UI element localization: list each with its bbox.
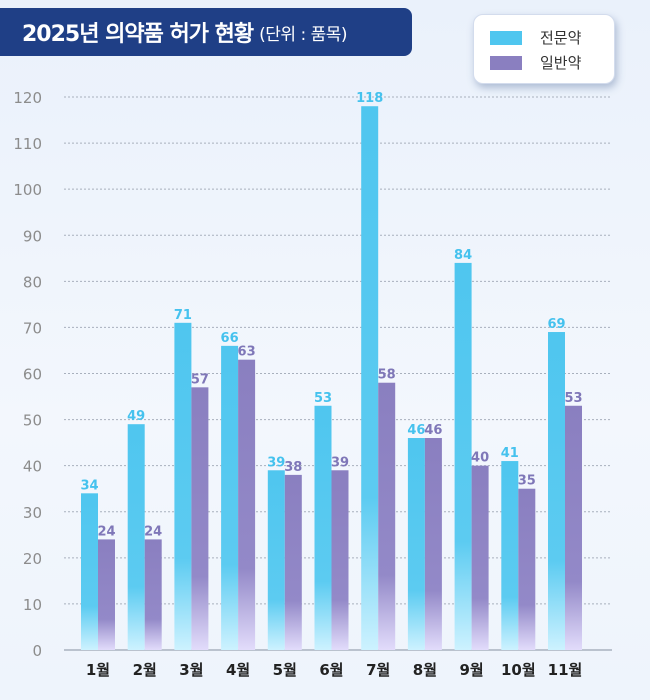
bar-prescription <box>127 424 145 650</box>
bar-otc <box>284 474 302 650</box>
bar-prescription <box>174 322 192 650</box>
y-tick-label: 110 <box>13 135 42 153</box>
legend: 전문약 일반약 <box>473 14 615 84</box>
bar-prescription <box>454 262 472 650</box>
y-tick-label: 100 <box>13 181 42 199</box>
bar-prescription <box>221 345 239 650</box>
y-tick-label: 60 <box>23 366 42 384</box>
data-label-prescription: 41 <box>501 446 519 461</box>
bar-otc <box>331 470 349 650</box>
data-label-prescription: 118 <box>356 91 383 106</box>
data-label-otc: 35 <box>518 474 536 489</box>
x-tick-label: 3월 <box>179 661 203 679</box>
y-tick-label: 120 <box>13 89 42 107</box>
legend-label-otc: 일반약 <box>540 54 582 72</box>
data-label-prescription: 34 <box>80 478 98 493</box>
data-label-otc: 63 <box>238 345 256 360</box>
data-label-prescription: 66 <box>221 331 239 346</box>
legend-item-prescription: 전문약 <box>490 27 581 48</box>
legend-swatch-otc <box>490 55 522 70</box>
data-label-otc: 39 <box>331 455 349 470</box>
legend-swatch-prescription <box>490 30 522 45</box>
bar-otc <box>98 539 115 650</box>
bar-prescription <box>501 461 519 650</box>
x-tick-label: 11월 <box>548 661 583 679</box>
legend-label-prescription: 전문약 <box>540 29 582 47</box>
data-label-otc: 24 <box>144 524 162 539</box>
bar-otc <box>144 539 162 650</box>
data-label-otc: 38 <box>284 460 302 475</box>
bar-otc <box>238 359 256 650</box>
y-tick-label: 40 <box>23 458 42 476</box>
legend-item-otc: 일반약 <box>490 52 581 73</box>
data-label-otc: 58 <box>378 368 396 383</box>
y-tick-label: 30 <box>23 504 42 522</box>
data-label-prescription: 69 <box>547 317 565 332</box>
y-tick-label: 0 <box>32 642 42 660</box>
data-label-prescription: 84 <box>454 248 472 263</box>
y-tick-label: 90 <box>23 227 42 245</box>
bar-prescription <box>81 493 98 650</box>
bar-otc <box>378 382 396 650</box>
bar-prescription <box>314 405 332 650</box>
data-label-otc: 57 <box>191 372 209 387</box>
bar-otc <box>191 387 209 650</box>
data-label-prescription: 49 <box>127 409 145 424</box>
chart-title: 2025년 의약품 허가 현황 <box>22 22 254 47</box>
data-label-prescription: 39 <box>267 455 285 470</box>
bar-otc <box>424 438 442 650</box>
data-label-otc: 40 <box>471 451 489 466</box>
x-tick-label: 8월 <box>413 661 437 679</box>
bar-prescription <box>361 106 379 650</box>
y-axis: 0 10 20 30 40 50 60 70 80 90 100 110 120 <box>13 89 42 660</box>
x-tick-label: 4월 <box>226 661 250 679</box>
bar-prescription <box>407 438 425 650</box>
x-tick-label: 1월 <box>86 661 110 679</box>
y-tick-label: 80 <box>23 273 42 291</box>
y-tick-label: 50 <box>23 412 42 430</box>
data-label-prescription: 71 <box>174 308 192 323</box>
y-tick-label: 20 <box>23 550 42 568</box>
x-tick-label: 10월 <box>501 661 536 679</box>
unit-label: (단위 : 품목) <box>259 24 348 45</box>
y-tick-label: 10 <box>23 596 42 614</box>
bars <box>81 106 582 650</box>
x-tick-label: 2월 <box>133 661 157 679</box>
bar-otc <box>518 488 536 650</box>
bar-otc <box>471 465 489 650</box>
x-tick-label: 7월 <box>366 661 390 679</box>
x-tick-label: 5월 <box>273 661 297 679</box>
bar-prescription <box>548 332 565 650</box>
y-tick-label: 70 <box>23 319 42 337</box>
title-banner: 2025년 의약품 허가 현황 (단위 : 품목) <box>0 8 412 56</box>
x-tick-label: 6월 <box>319 661 343 679</box>
x-tick-label: 9월 <box>459 661 483 679</box>
x-axis: 1월 2월 3월 4월 5월 6월 7월 8월 9월 10월 11월 <box>86 661 582 679</box>
data-label-otc: 46 <box>424 423 442 438</box>
data-label-prescription: 53 <box>314 391 332 406</box>
data-label-prescription: 46 <box>407 423 425 438</box>
bar-otc <box>565 405 582 650</box>
bar-prescription <box>267 470 285 650</box>
data-label-otc: 24 <box>97 524 115 539</box>
data-label-otc: 53 <box>564 391 582 406</box>
